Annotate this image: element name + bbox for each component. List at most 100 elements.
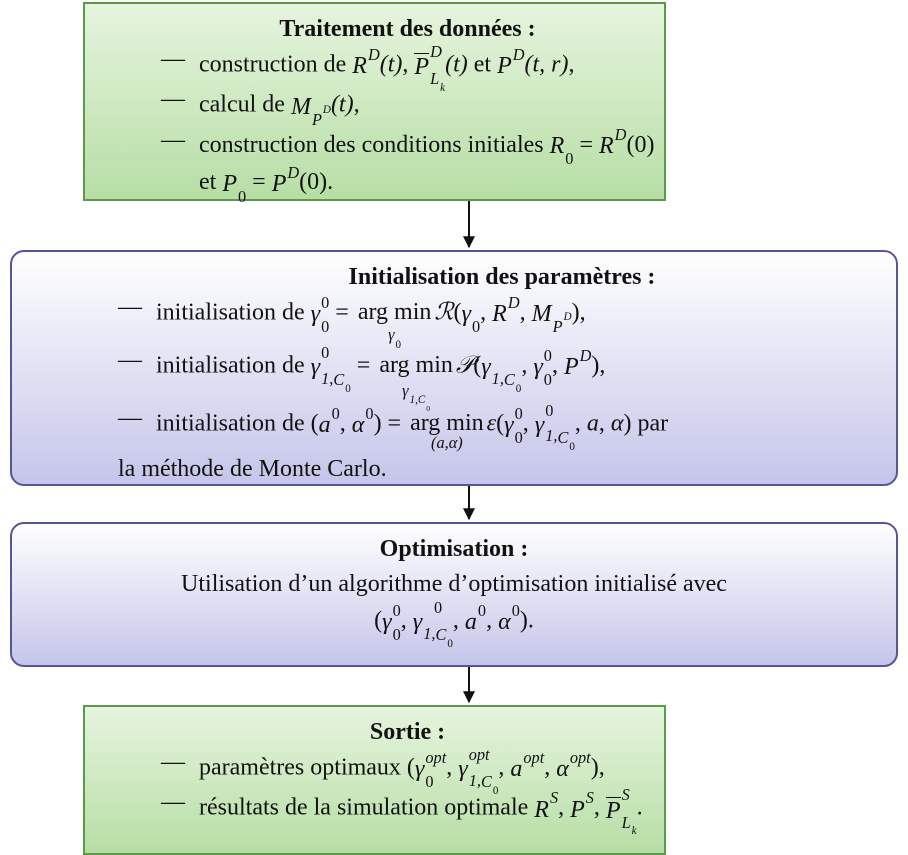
sup bbox=[345, 365, 351, 377]
text: 0 bbox=[514, 403, 523, 423]
text: 0 bbox=[515, 383, 522, 396]
text: R bbox=[534, 796, 549, 823]
text: a bbox=[510, 756, 523, 783]
sub: 0 bbox=[515, 429, 523, 446]
text: 0 bbox=[471, 317, 481, 337]
text: P bbox=[311, 109, 322, 129]
text: D bbox=[367, 45, 380, 65]
text: , bbox=[522, 410, 535, 437]
math-symbol: C 0 bbox=[557, 426, 575, 453]
text: 0 bbox=[514, 427, 523, 447]
text: arg min bbox=[357, 299, 432, 325]
sup: opt bbox=[425, 749, 446, 766]
scripts: D bbox=[508, 294, 520, 331]
text: , bbox=[521, 353, 534, 379]
sub: 0 bbox=[426, 403, 431, 413]
group: 1, C 0 bbox=[469, 771, 499, 796]
math-symbol: α opt bbox=[556, 749, 590, 787]
sup: 0 bbox=[321, 294, 329, 311]
text: initialisation de bbox=[156, 299, 311, 326]
sub: 1, C 0 bbox=[545, 426, 575, 452]
text: = bbox=[573, 131, 599, 158]
text: ), bbox=[590, 754, 605, 781]
text: D bbox=[579, 346, 592, 366]
box-title: Optimisation : bbox=[379, 536, 529, 562]
sup: D bbox=[368, 46, 380, 63]
sup bbox=[565, 126, 573, 143]
text: P bbox=[552, 317, 563, 337]
bullet: — bbox=[118, 294, 142, 320]
init-box: Initialisation des paramètres : — initiali… bbox=[10, 250, 898, 486]
under: γ 1, C 0 bbox=[402, 377, 430, 412]
text: (t) bbox=[445, 51, 468, 78]
text: D bbox=[507, 293, 520, 313]
sup bbox=[472, 294, 480, 311]
sub: 0 bbox=[472, 318, 480, 335]
item: — initialisation de γ 0 1, C 0 = arg min γ 1,… bbox=[118, 344, 886, 412]
text: α bbox=[498, 609, 511, 636]
scripts: opt 1, C 0 bbox=[469, 746, 499, 797]
scripts: 0 bbox=[396, 324, 402, 351]
sub: 1, C 0 bbox=[469, 770, 499, 796]
text: , bbox=[574, 410, 587, 437]
text: 0 bbox=[392, 601, 401, 621]
text: 0 bbox=[426, 403, 431, 413]
text: 0 bbox=[321, 293, 330, 313]
text: et bbox=[199, 169, 223, 196]
text: 0 bbox=[321, 343, 330, 363]
scripts: 1, C 0 bbox=[492, 347, 522, 395]
sub: 1, C 0 bbox=[423, 623, 453, 649]
sup: D bbox=[580, 347, 592, 364]
math-symbol: γ 0 bbox=[388, 324, 402, 351]
text: Utilisation d’un algorithme d’optimisati… bbox=[181, 571, 727, 597]
group: 1, C 0 bbox=[410, 394, 430, 412]
text: 0 bbox=[395, 338, 402, 351]
line: la méthode de Monte Carlo. bbox=[118, 451, 387, 487]
text: C bbox=[557, 427, 569, 447]
sup: opt bbox=[523, 749, 544, 766]
text: γ bbox=[481, 354, 491, 381]
scripts: 0 bbox=[569, 426, 575, 453]
bullet: — bbox=[161, 749, 185, 775]
sup: D bbox=[564, 311, 572, 324]
text: (t, r) bbox=[524, 51, 569, 78]
scripts: 0 bbox=[472, 294, 480, 335]
group: 1, C 0 bbox=[545, 426, 575, 452]
sup bbox=[632, 808, 637, 820]
text: , bbox=[598, 410, 611, 437]
math-symbol: γ 0 1, C 0 bbox=[535, 402, 575, 453]
text: γ bbox=[412, 609, 423, 636]
text: , bbox=[339, 410, 352, 437]
under: (a,α) bbox=[431, 432, 463, 452]
sub: 0 bbox=[393, 626, 401, 643]
text: 1, bbox=[545, 426, 558, 446]
text: ( bbox=[496, 410, 505, 437]
text: γ bbox=[310, 301, 321, 328]
scripts: opt bbox=[523, 749, 544, 786]
bullet: — bbox=[161, 86, 185, 113]
item: — construction des conditions initiales R… bbox=[161, 126, 654, 167]
sub: 1, C 0 bbox=[492, 368, 522, 395]
text: 0 bbox=[331, 403, 340, 423]
text: (a,α) bbox=[431, 432, 463, 452]
text: 0 bbox=[321, 317, 330, 337]
line: initialisation de γ 0 1, C 0 = arg min γ 1, C… bbox=[156, 344, 605, 412]
line: Utilisation d’un algorithme d’optimisati… bbox=[22, 566, 886, 602]
sub: 0 bbox=[321, 318, 329, 335]
math-symbol: γ 1, C 0 bbox=[402, 377, 430, 412]
text: L bbox=[430, 69, 440, 89]
sub: 0 bbox=[238, 188, 246, 205]
sub: 0 bbox=[515, 383, 522, 396]
sup bbox=[312, 83, 331, 100]
math-symbol: P 0 bbox=[222, 166, 246, 205]
scripts: 0 bbox=[512, 602, 520, 639]
under: γ 0 bbox=[388, 324, 402, 351]
